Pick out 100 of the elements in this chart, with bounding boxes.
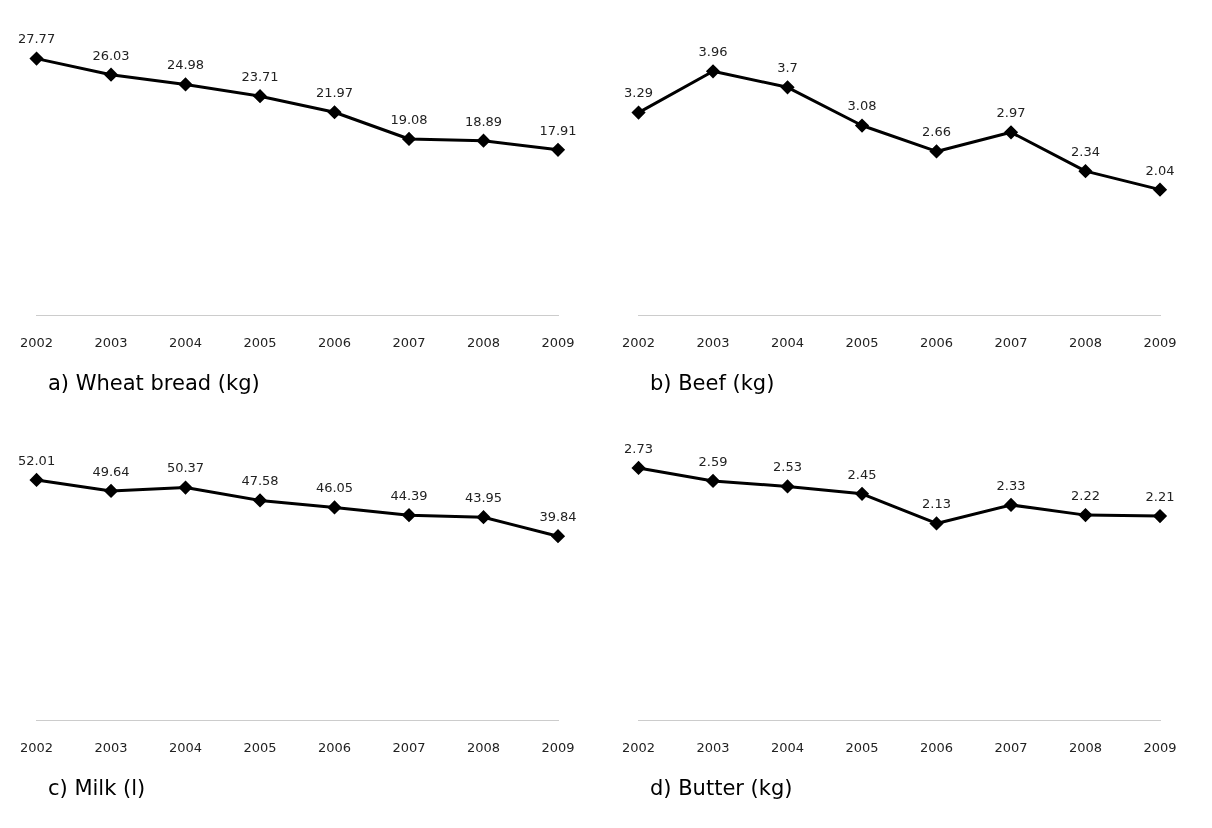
data-label: 23.71 <box>241 69 279 85</box>
point <box>855 119 869 133</box>
x-tick-label: 2006 <box>317 739 352 755</box>
point <box>253 89 267 103</box>
x-tick-label: 2006 <box>919 334 954 350</box>
data-label: 2.22 <box>1071 488 1100 503</box>
data-label: 2.66 <box>922 124 951 140</box>
data-label: 21.97 <box>315 85 354 101</box>
point <box>632 461 646 475</box>
data-label: 2.33 <box>996 477 1026 493</box>
x-tick-label: 2002 <box>622 334 656 350</box>
x-tick-label: 2007 <box>392 739 426 755</box>
x-tick-label: 2003 <box>94 739 128 755</box>
point <box>930 516 944 530</box>
data-label: 3.96 <box>698 44 728 60</box>
data-label: 2.21 <box>1145 488 1175 504</box>
point <box>551 529 565 543</box>
point <box>930 144 944 158</box>
point <box>781 80 795 94</box>
data-label: 3.7 <box>777 60 798 76</box>
text: a) Wheat bread (kg) <box>48 371 261 395</box>
point <box>402 132 416 146</box>
point <box>104 484 118 498</box>
data-label: 46.05 <box>315 480 354 496</box>
x-tick-label: 2002 <box>622 739 656 755</box>
data-label: 27.77 <box>17 31 56 47</box>
data-label: 19.08 <box>390 111 428 127</box>
data-label: 3.29 <box>624 85 654 101</box>
point <box>1079 508 1093 522</box>
data-label: 50.37 <box>166 460 205 476</box>
x-tick-label: 2004 <box>770 739 805 755</box>
data-label: 39.84 <box>539 509 577 525</box>
point <box>30 473 44 487</box>
point <box>781 479 795 493</box>
data-label: 2.53 <box>773 459 803 475</box>
data-label: 17.91 <box>539 122 577 138</box>
x-tick-label: 2009 <box>541 739 575 755</box>
data-label: 24.98 <box>166 57 205 73</box>
point <box>551 143 565 157</box>
point <box>328 105 342 119</box>
x-tick-label: 2008 <box>1068 739 1103 755</box>
x-tick-label: 2008 <box>466 334 501 350</box>
x-tick-label: 2002 <box>20 334 54 350</box>
text: d) Butter (kg) <box>650 776 794 800</box>
data-label: 2.34 <box>1071 144 1100 160</box>
point <box>1153 183 1167 197</box>
x-tick-label: 2006 <box>919 739 954 755</box>
point <box>706 474 720 488</box>
x-tick-label: 2008 <box>1068 334 1103 350</box>
point <box>1153 509 1167 523</box>
x-tick-label: 2009 <box>1143 334 1177 350</box>
x-tick-label: 2007 <box>994 334 1028 350</box>
point <box>179 77 193 91</box>
x-tick-label: 2005 <box>845 739 879 755</box>
data-label: 52.01 <box>17 452 56 468</box>
data-label: 44.39 <box>390 488 428 504</box>
x-tick-label: 2007 <box>392 334 426 350</box>
point <box>477 134 491 148</box>
x-tick-label: 2005 <box>243 739 277 755</box>
x-tick-label: 2004 <box>168 334 203 350</box>
point <box>855 487 869 501</box>
x-tick-label: 2004 <box>168 739 203 755</box>
point <box>477 510 491 524</box>
point <box>30 52 44 66</box>
point <box>328 501 342 514</box>
point <box>402 508 416 522</box>
data-label: 2.13 <box>922 496 951 512</box>
x-tick-label: 2004 <box>770 334 805 350</box>
point <box>1004 498 1018 512</box>
text: b) Beef (kg) <box>650 371 776 395</box>
data-label: 2.59 <box>698 453 728 469</box>
point <box>706 64 720 78</box>
x-tick-label: 2008 <box>466 739 501 755</box>
x-tick-label: 2009 <box>1143 739 1177 755</box>
data-label: 26.03 <box>92 47 130 63</box>
x-tick-label: 2005 <box>243 334 277 350</box>
data-label: 49.64 <box>92 463 130 479</box>
point <box>632 106 646 120</box>
point <box>179 481 193 495</box>
data-label: 2.97 <box>996 105 1026 121</box>
x-tick-label: 2003 <box>696 334 730 350</box>
data-label: 3.08 <box>847 98 877 114</box>
text: c) Milk (l) <box>48 776 147 800</box>
x-tick-label: 2002 <box>20 739 54 755</box>
data-label: 2.45 <box>847 466 877 482</box>
x-tick-label: 2009 <box>541 334 575 350</box>
x-tick-label: 2005 <box>845 334 879 350</box>
x-tick-label: 2003 <box>696 739 730 755</box>
x-tick-label: 2003 <box>94 334 128 350</box>
data-label: 18.89 <box>464 113 503 129</box>
data-label: 43.95 <box>464 490 503 506</box>
x-tick-label: 2006 <box>317 334 352 350</box>
point <box>1004 125 1018 139</box>
data-label: 47.58 <box>241 473 279 489</box>
point <box>253 493 267 507</box>
x-tick-label: 2007 <box>994 739 1028 755</box>
data-label: 2.04 <box>1145 162 1175 178</box>
point <box>104 68 118 82</box>
point <box>1079 164 1093 178</box>
data-label: 2.73 <box>624 440 654 456</box>
